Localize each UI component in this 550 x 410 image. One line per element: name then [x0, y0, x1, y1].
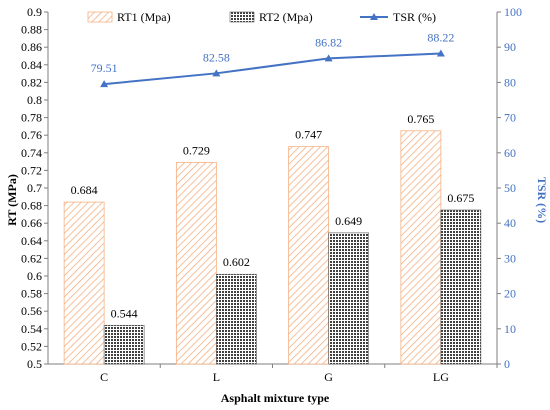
y-tick-label: 0.78 [21, 111, 42, 125]
y2-tick-label: 90 [504, 40, 516, 54]
tsr-series-line [104, 52, 441, 86]
y-tick-label: 0.66 [21, 216, 42, 230]
y-tick-label: 0.9 [27, 5, 42, 19]
axes: 0.5 0.52 0.54 0.56 0.58 0.6 0.62 0.64 0.66 0.68 0.… [21, 5, 522, 384]
y-tick-label: 0.54 [21, 322, 42, 336]
y2-tick-label: 40 [504, 216, 516, 230]
tsr-point [100, 80, 109, 88]
y-tick-label: 0.6 [27, 269, 42, 283]
y-tick-label: 0.7 [27, 181, 42, 195]
data-label-tsr: 82.58 [203, 50, 230, 64]
legend-label-rt2: RT2 (Mpa) [259, 10, 313, 24]
bar-rt1 [288, 146, 330, 365]
data-label-rt2: 0.649 [335, 214, 362, 228]
y2-tick-label: 20 [504, 287, 516, 301]
y2-tick-label: 0 [504, 357, 510, 371]
legend: RT1 (Mpa) RT2 (Mpa) TSR (%) [87, 10, 436, 24]
y-tick-label: 0.74 [21, 146, 42, 160]
data-label-rt1: 0.747 [295, 128, 322, 142]
y-tick-label: 0.62 [21, 251, 42, 265]
y-tick-label: 0.52 [21, 339, 42, 353]
legend-swatch-rt2 [229, 11, 255, 23]
y2-tick-label: 10 [504, 322, 516, 336]
data-label-rt1: 0.729 [183, 143, 210, 157]
bar-rt1 [400, 130, 442, 365]
y2-tick-label: 100 [504, 5, 522, 19]
bar-rt1 [175, 162, 217, 365]
y2-axis-title: TSR (%) [535, 177, 549, 223]
tsr-point [212, 69, 221, 77]
data-label-tsr: 86.82 [315, 35, 342, 49]
y-tick-label: 0.82 [21, 75, 42, 89]
y2-tick-label: 80 [504, 75, 516, 89]
tsr-point [436, 49, 445, 57]
y-tick-label: 0.5 [27, 357, 42, 371]
y-tick-label: 0.86 [21, 40, 42, 54]
bar-rt1 [63, 201, 105, 365]
y-tick-label: 0.88 [21, 23, 42, 37]
y-tick-label: 0.8 [27, 93, 42, 107]
y-tick-label: 0.72 [21, 163, 42, 177]
bar-rt2 [216, 273, 257, 365]
x-axis-title: Asphalt mixture type [221, 391, 330, 405]
data-label-rt1: 0.765 [407, 112, 434, 126]
legend-swatch-tsr-marker [370, 13, 378, 20]
tsr-line [100, 49, 445, 88]
data-labels: 0.684 0.544 0.729 0.602 0.747 0.649 0.765 0.675… [71, 30, 475, 320]
legend-swatch-rt1 [87, 11, 113, 23]
y-tick-label: 0.84 [21, 58, 42, 72]
data-label-rt2: 0.544 [111, 306, 138, 320]
y-tick-label: 0.68 [21, 199, 42, 213]
y2-tick-label: 30 [504, 251, 516, 265]
x-tick-label: L [213, 370, 220, 384]
x-tick-label: LG [433, 370, 449, 384]
bars [63, 130, 482, 365]
data-label-tsr: 79.51 [91, 61, 118, 75]
tsr-point [324, 54, 333, 62]
bar-rt2 [103, 324, 145, 365]
data-label-tsr: 88.22 [427, 30, 454, 44]
x-tick-label: G [324, 370, 333, 384]
y2-tick-label: 70 [504, 111, 516, 125]
legend-label-tsr: TSR (%) [393, 10, 436, 24]
x-tick-label: C [100, 370, 108, 384]
legend-label-rt1: RT1 (Mpa) [117, 10, 171, 24]
data-label-rt2: 0.602 [223, 255, 250, 269]
y-axis-title: RT (MPa) [5, 174, 19, 226]
y2-tick-label: 50 [504, 181, 516, 195]
y2-tick-label: 60 [504, 146, 516, 160]
y-tick-label: 0.64 [21, 234, 42, 248]
bar-rt2 [440, 209, 482, 365]
y-tick-label: 0.76 [21, 128, 42, 142]
bar-rt2 [328, 232, 369, 365]
y-tick-label: 0.58 [21, 287, 42, 301]
data-label-rt1: 0.684 [71, 183, 98, 197]
y-tick-label: 0.56 [21, 304, 42, 318]
data-label-rt2: 0.675 [447, 191, 474, 205]
